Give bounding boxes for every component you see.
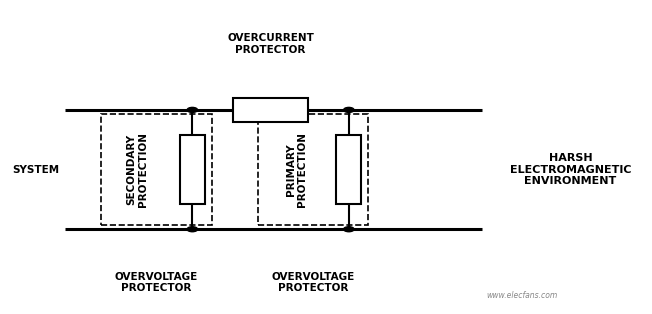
Circle shape [187,107,198,112]
Bar [180,135,205,204]
Circle shape [344,107,354,112]
Circle shape [187,227,198,232]
Text: PRIMARY
PROTECTION: PRIMARY PROTECTION [286,132,308,207]
Circle shape [344,227,354,232]
Bar [101,114,212,225]
Bar [258,114,368,225]
Text: HARSH
ELECTROMAGNETIC
ENVIRONMENT: HARSH ELECTROMAGNETIC ENVIRONMENT [510,153,631,186]
Text: OVERCURRENT
PROTECTOR: OVERCURRENT PROTECTOR [227,33,314,55]
Text: OVERVOLTAGE
PROTECTOR: OVERVOLTAGE PROTECTOR [115,272,198,293]
Bar [233,98,308,122]
Text: OVERVOLTAGE
PROTECTOR: OVERVOLTAGE PROTECTOR [271,272,355,293]
Text: www.elecfans.com: www.elecfans.com [486,291,557,300]
Bar [336,135,361,204]
Text: SYSTEM: SYSTEM [12,165,59,175]
Text: SECONDARY
PROTECTION: SECONDARY PROTECTION [126,132,148,207]
